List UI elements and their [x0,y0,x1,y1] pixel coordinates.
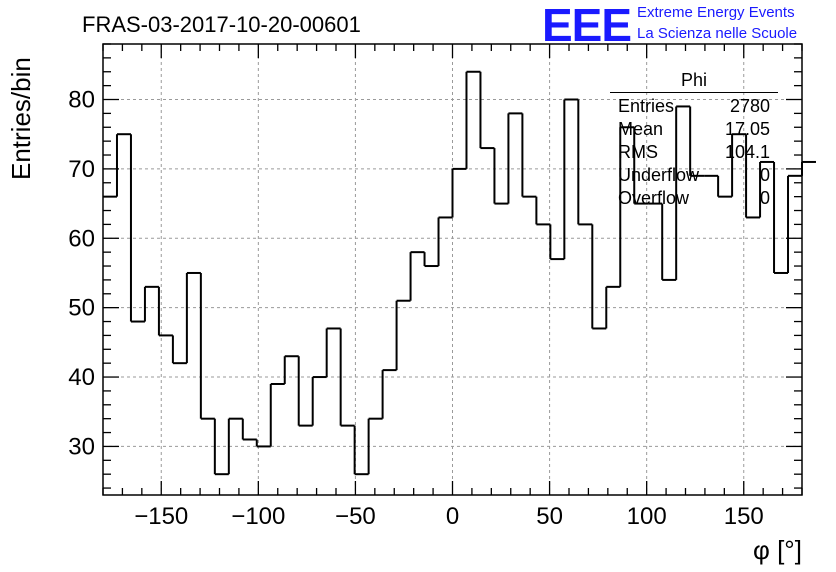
eee-logo: EEE [542,0,632,51]
stats-label: Entries [618,96,675,116]
stats-row-rms: RMS 104.1 [610,141,778,164]
stats-value: 104.1 [724,142,770,162]
x-tick-label: 50 [536,503,563,530]
y-tick-label: 70 [68,156,95,183]
stats-value: 0 [759,165,770,185]
x-tick-label: −100 [231,503,285,530]
x-tick-label: −150 [134,503,188,530]
x-tick-label: 0 [446,503,459,530]
stats-label: Overflow [618,188,690,208]
x-tick-label: 150 [724,503,764,530]
x-tick-label: 100 [627,503,667,530]
stats-box-title: Phi [610,70,778,93]
stats-row-underflow: Underflow 0 [610,164,778,187]
histogram-series [103,70,816,476]
x-axis-label: φ [°] [753,535,802,565]
logo-line-2: La Scienza nelle Scuole [637,25,798,42]
y-tick-label: 50 [68,295,95,322]
stats-box: Phi Entries 2780 Mean 17.05 RMS 104.1 Un… [610,70,778,210]
chart-title: FRAS-03-2017-10-20-00601 [82,12,361,37]
stats-value: 0 [759,188,770,208]
y-tick-label: 40 [68,364,95,391]
stats-label: Underflow [618,165,700,185]
logo-line-1: Extreme Energy Events [637,4,795,21]
stats-value: 17.05 [724,119,770,139]
stats-label: RMS [618,142,658,162]
y-tick-label: 30 [68,433,95,460]
stats-label: Mean [618,119,664,139]
tick-labels: −150 −100 −50 0 50 100 150 30 40 50 60 70 80 [68,87,763,530]
x-tick-label: −50 [335,503,376,530]
y-axis-label: Entries/bin [6,57,36,180]
stats-value: 2780 [729,96,770,116]
tick-marks [102,43,803,495]
stats-row-overflow: Overflow 0 [610,187,778,210]
y-tick-label: 80 [68,87,95,114]
y-tick-label: 60 [68,225,95,252]
stats-row-mean: Mean 17.05 [610,118,778,141]
stats-row-entries: Entries 2780 [610,95,778,118]
